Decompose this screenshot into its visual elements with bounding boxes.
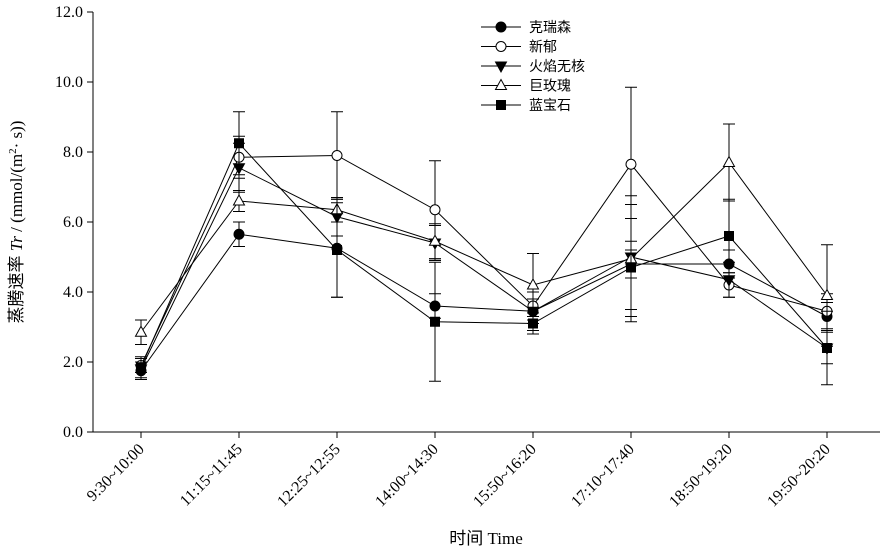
x-tick-label: 17:10~17:40 xyxy=(568,441,638,511)
x-tick-label: 15:50~16:20 xyxy=(470,441,540,511)
data-point xyxy=(722,275,736,287)
data-point xyxy=(136,362,146,373)
y-axis-title-unit-end: · s)) xyxy=(7,121,26,149)
x-tick-label: 19:50~20:20 xyxy=(764,441,834,511)
data-point xyxy=(331,150,343,161)
y-tick-label: 0.0 xyxy=(63,424,83,441)
data-point xyxy=(134,325,148,337)
x-tick-label: 9:30~10:00 xyxy=(84,441,148,505)
data-point xyxy=(820,288,834,300)
y-tick-label: 2.0 xyxy=(63,354,83,371)
legend-entry: 克瑞森 xyxy=(481,20,571,36)
legend-label: 巨玫瑰 xyxy=(529,79,571,95)
y-tick-label: 6.0 xyxy=(63,214,83,231)
data-point xyxy=(528,318,538,329)
series-line xyxy=(140,154,828,366)
x-axis-title: 时间 Time xyxy=(449,529,523,548)
data-point xyxy=(428,234,442,246)
x-tick-label: 11:15~11:45 xyxy=(177,441,246,510)
axes xyxy=(92,12,880,433)
legend-label: 克瑞森 xyxy=(529,20,571,36)
data-point xyxy=(430,316,440,327)
legend-marker xyxy=(495,41,507,52)
y-tick-label: 10.0 xyxy=(55,74,83,91)
data-point xyxy=(232,193,246,206)
legend-entry: 巨玫瑰 xyxy=(481,78,571,95)
legend-marker xyxy=(494,61,508,74)
y-ticks: 0.0 2.0 4.0 6.0 8.0 10.0 12.0 xyxy=(55,4,93,441)
legend-marker xyxy=(495,21,507,33)
legend-entry: 蓝宝石 xyxy=(481,98,571,114)
data-point xyxy=(722,155,736,167)
y-axis-title: 蒸腾速率 Tr / (mmol/(m2· s)) xyxy=(7,121,26,324)
data-point xyxy=(626,262,636,273)
series-line xyxy=(140,161,828,333)
y-axis-title-sup: 2 xyxy=(7,148,19,154)
data-point xyxy=(429,204,441,216)
legend-label: 火焰无核 xyxy=(529,59,585,75)
y-axis-title-unit: / (mmol/(m xyxy=(7,154,26,236)
x-tick-label: 12:25~12:55 xyxy=(274,441,344,511)
data-point xyxy=(526,277,540,290)
legend-entry: 火焰无核 xyxy=(481,59,585,75)
legend-marker xyxy=(494,78,508,90)
series-line xyxy=(140,167,828,370)
y-tick-label: 12.0 xyxy=(55,4,83,21)
y-axis-title-symbol: Tr xyxy=(7,236,26,252)
y-tick-label: 4.0 xyxy=(63,284,83,301)
x-tick-label: 14:00~14:30 xyxy=(372,441,442,511)
series-line xyxy=(140,142,828,368)
data-point xyxy=(233,228,245,240)
series-group xyxy=(134,86,834,386)
x-tick-label: 18:50~19:20 xyxy=(666,441,736,511)
series-line xyxy=(140,233,828,372)
data-point xyxy=(332,245,342,255)
data-point xyxy=(724,231,734,241)
y-tick-label: 8.0 xyxy=(63,144,83,161)
legend-marker xyxy=(496,100,506,110)
series-5 xyxy=(135,111,833,386)
legend-label: 蓝宝石 xyxy=(529,98,571,114)
x-ticks: 9:30~10:00 11:15~11:45 12:25~12:55 14:00~14… xyxy=(84,432,834,510)
legend-entry: 新郁 xyxy=(481,40,557,56)
legend-label: 新郁 xyxy=(529,40,557,56)
y-axis-title-cn: 蒸腾速率 xyxy=(7,251,26,323)
data-point xyxy=(822,343,832,353)
data-point xyxy=(234,138,244,149)
data-point xyxy=(625,158,637,170)
